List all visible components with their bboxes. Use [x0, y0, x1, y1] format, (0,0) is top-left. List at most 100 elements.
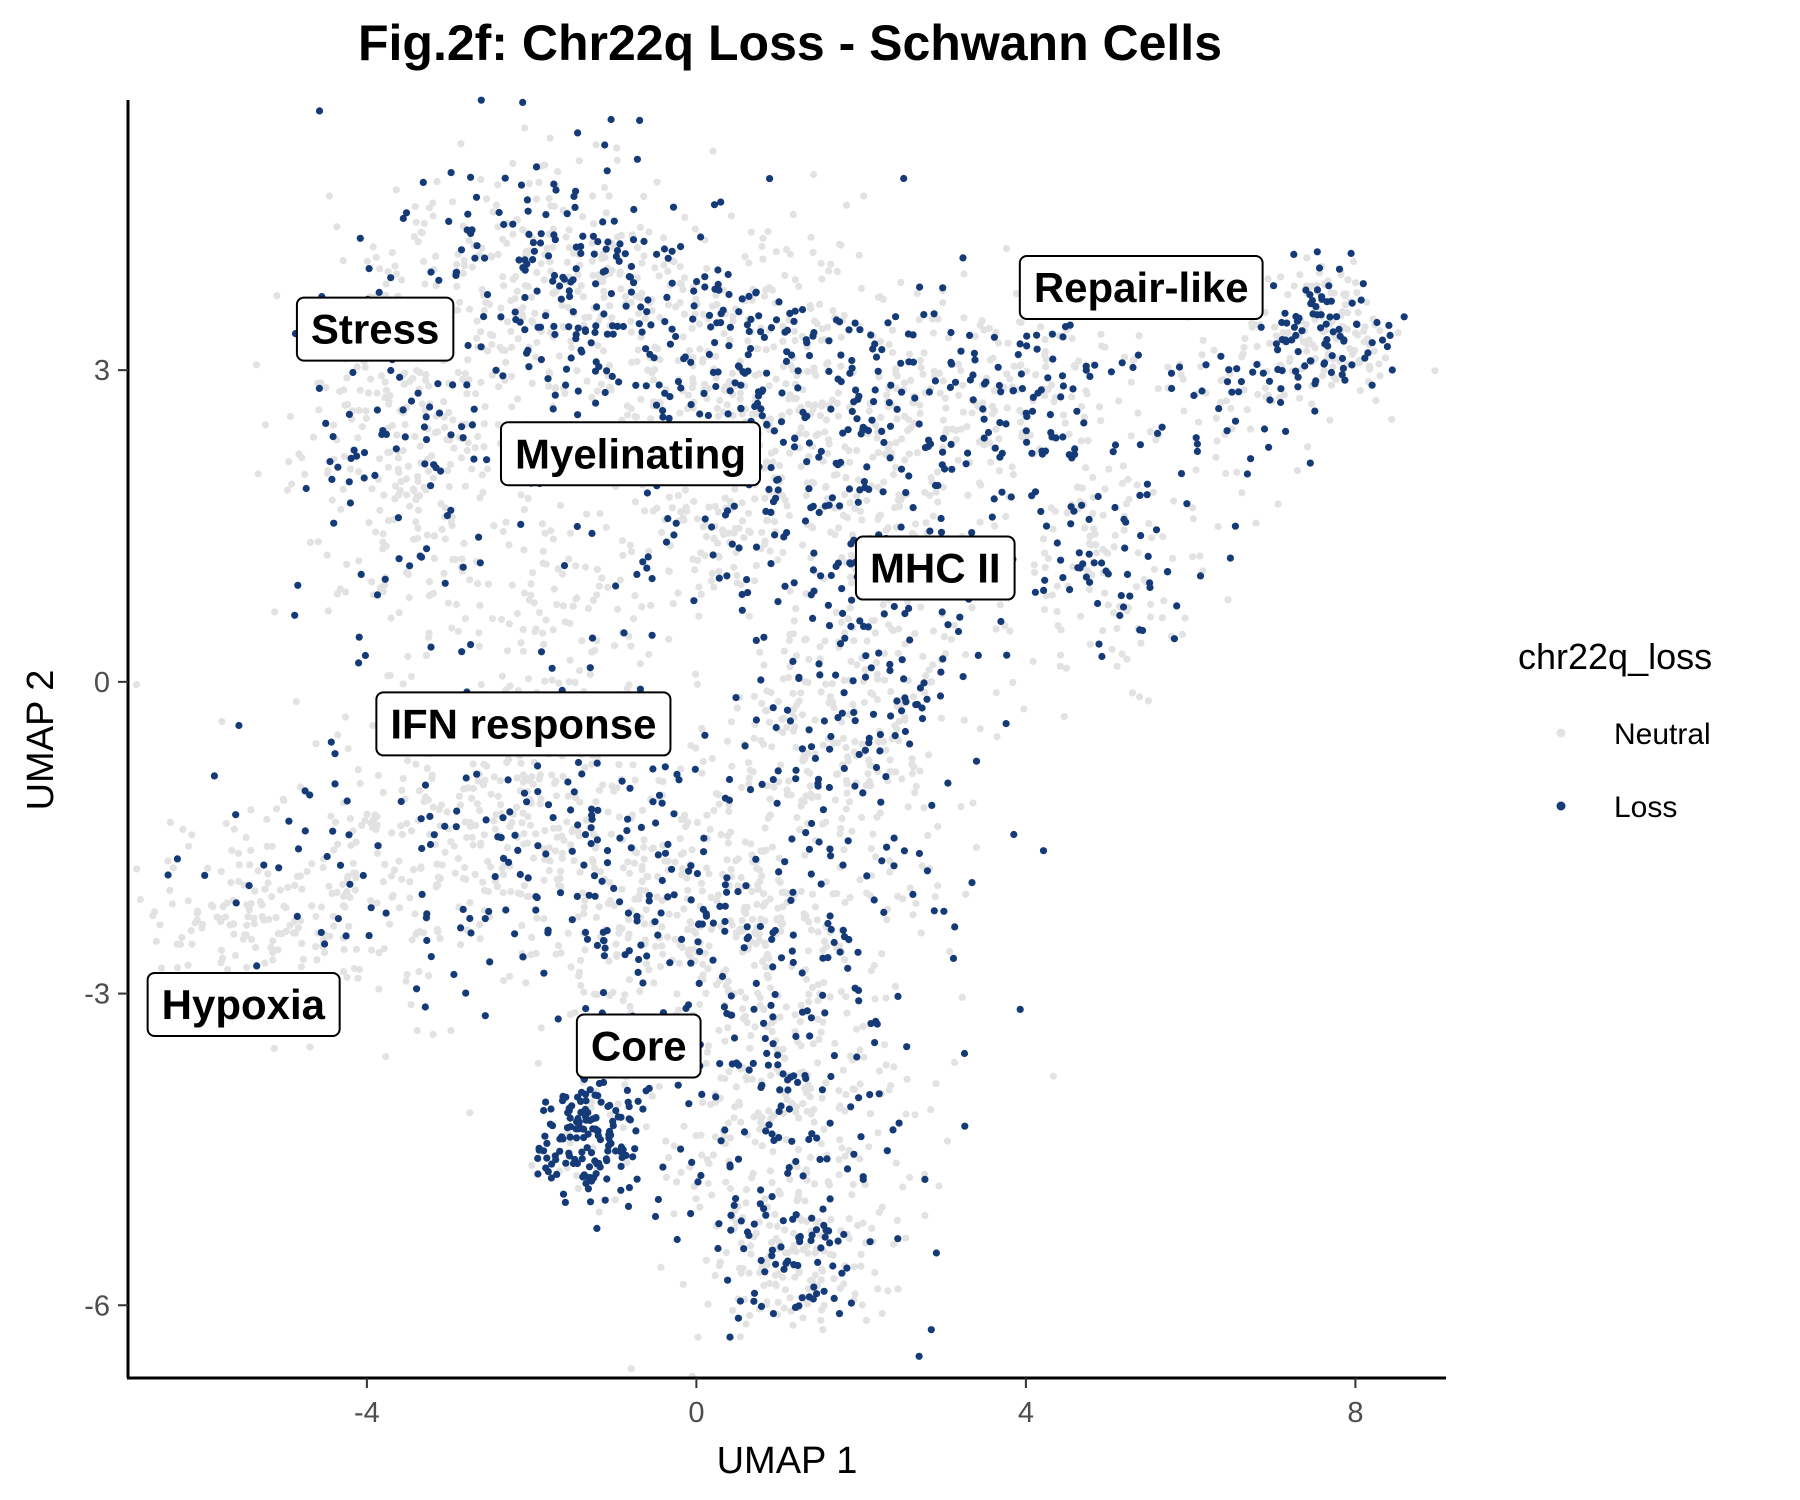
- point-loss: [849, 677, 857, 685]
- point-loss: [757, 1186, 765, 1194]
- point-neutral: [693, 818, 701, 827]
- point-neutral: [353, 363, 361, 371]
- point-loss: [826, 1119, 834, 1127]
- point-neutral: [659, 234, 668, 242]
- point-loss: [666, 393, 674, 401]
- point-loss: [1328, 352, 1336, 360]
- point-neutral: [638, 866, 646, 874]
- point-loss: [601, 1196, 609, 1204]
- point-loss: [571, 203, 579, 211]
- point-neutral: [178, 933, 186, 942]
- point-neutral: [508, 403, 516, 411]
- point-neutral: [548, 771, 556, 779]
- point-neutral: [1084, 567, 1092, 575]
- point-neutral: [1049, 1072, 1057, 1080]
- point-neutral: [222, 819, 230, 828]
- point-loss: [932, 1249, 941, 1257]
- point-loss: [659, 1163, 667, 1171]
- point-neutral: [697, 879, 706, 887]
- point-neutral: [592, 141, 600, 149]
- point-neutral: [680, 274, 689, 282]
- point-loss: [773, 799, 781, 807]
- point-neutral: [638, 877, 646, 886]
- point-neutral: [714, 508, 723, 516]
- point-neutral: [449, 416, 457, 424]
- point-neutral: [814, 430, 822, 438]
- point-loss: [726, 387, 734, 395]
- point-neutral: [488, 371, 496, 379]
- point-neutral: [1089, 509, 1097, 518]
- point-neutral: [602, 523, 610, 531]
- point-loss: [532, 163, 541, 171]
- point-neutral: [825, 267, 833, 275]
- point-neutral: [797, 424, 805, 432]
- point-loss: [1265, 443, 1273, 451]
- point-neutral: [887, 688, 895, 696]
- point-neutral: [476, 920, 484, 929]
- point-neutral: [1006, 627, 1014, 635]
- point-loss: [591, 892, 599, 900]
- point-loss: [1111, 503, 1119, 512]
- point-neutral: [879, 295, 887, 303]
- point-loss: [880, 438, 888, 447]
- point-neutral: [797, 462, 805, 470]
- point-loss: [761, 1034, 769, 1043]
- point-neutral: [570, 857, 578, 865]
- point-neutral: [796, 826, 804, 834]
- cluster-label-box: [854, 535, 1016, 601]
- point-neutral: [758, 872, 766, 880]
- point-loss: [502, 906, 510, 914]
- point-neutral: [1140, 576, 1148, 584]
- point-neutral: [449, 556, 457, 564]
- point-loss: [294, 845, 303, 853]
- point-loss: [1307, 357, 1315, 365]
- point-neutral: [399, 447, 407, 455]
- point-neutral: [821, 428, 829, 436]
- point-loss: [640, 237, 648, 245]
- point-loss: [427, 643, 435, 651]
- point-loss: [827, 925, 835, 934]
- point-neutral: [528, 379, 536, 387]
- point-loss: [550, 322, 558, 330]
- point-neutral: [899, 1183, 907, 1191]
- point-neutral: [425, 578, 434, 586]
- point-loss: [817, 1244, 825, 1252]
- point-loss: [608, 322, 617, 330]
- x-tick-label: 4: [1018, 1397, 1034, 1429]
- point-neutral: [822, 483, 830, 491]
- point-neutral: [921, 488, 929, 496]
- point-neutral: [792, 605, 800, 613]
- point-loss: [321, 940, 329, 948]
- point-neutral: [564, 303, 573, 312]
- point-neutral: [1224, 596, 1232, 604]
- point-neutral: [737, 873, 745, 882]
- point-neutral: [919, 370, 927, 378]
- point-neutral: [523, 839, 532, 847]
- point-neutral: [917, 603, 925, 611]
- point-neutral: [1095, 403, 1104, 411]
- cluster-label-text: Repair-like: [1034, 264, 1249, 311]
- point-neutral: [845, 1235, 853, 1243]
- point-neutral: [718, 526, 727, 534]
- point-loss: [775, 1107, 783, 1115]
- point-loss: [1364, 349, 1372, 357]
- point-neutral: [527, 591, 535, 599]
- point-neutral: [553, 833, 561, 841]
- point-neutral: [520, 546, 528, 554]
- point-neutral: [843, 780, 851, 788]
- point-neutral: [830, 739, 838, 747]
- point-loss: [785, 1164, 793, 1172]
- point-neutral: [554, 168, 562, 176]
- point-neutral: [730, 1114, 738, 1122]
- point-loss: [599, 928, 607, 936]
- point-neutral: [822, 1079, 830, 1087]
- point-loss: [752, 636, 760, 645]
- point-neutral: [957, 803, 965, 811]
- point-loss: [744, 351, 752, 359]
- point-neutral: [242, 833, 250, 842]
- point-loss: [829, 1262, 837, 1270]
- point-loss: [863, 463, 871, 471]
- point-loss: [601, 141, 609, 149]
- point-loss: [805, 439, 814, 447]
- point-neutral: [848, 827, 856, 835]
